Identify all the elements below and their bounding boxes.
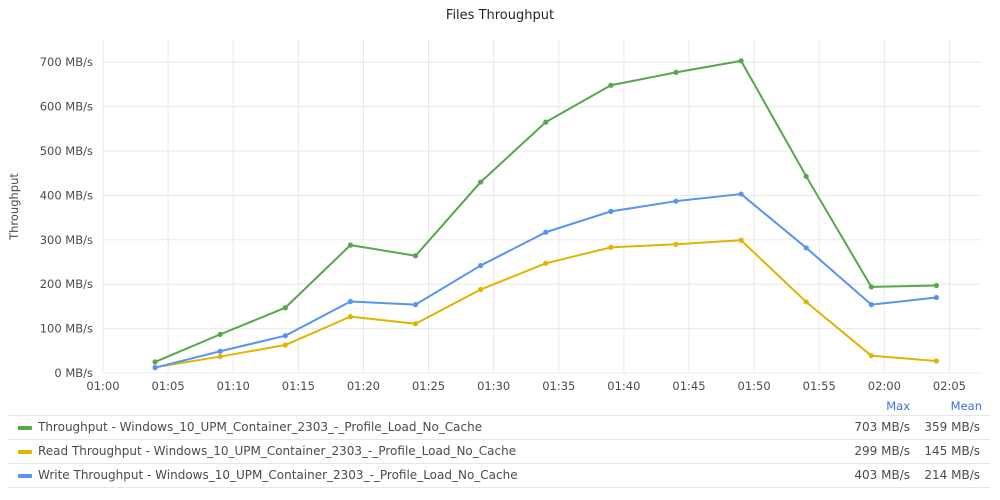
data-point[interactable] xyxy=(412,253,419,259)
y-axis-label: Throughput xyxy=(7,173,21,241)
data-point[interactable] xyxy=(608,244,614,250)
data-point[interactable] xyxy=(282,333,288,339)
legend-series-mean: 145 MB/s xyxy=(924,444,980,458)
data-point[interactable] xyxy=(803,299,809,305)
data-point[interactable] xyxy=(282,342,288,348)
legend-max-header[interactable]: Max xyxy=(886,399,910,413)
legend-series-name[interactable]: Throughput - Windows_10_UPM_Container_23… xyxy=(38,420,483,434)
legend-swatch xyxy=(18,474,32,478)
x-tick-label: 01:50 xyxy=(738,379,771,393)
data-point[interactable] xyxy=(803,173,809,179)
grid-lines xyxy=(102,40,982,374)
data-point[interactable] xyxy=(347,314,354,320)
x-tick-label: 01:00 xyxy=(86,379,119,393)
data-point[interactable] xyxy=(738,58,744,64)
data-point[interactable] xyxy=(543,260,549,266)
legend-series-mean: 214 MB/s xyxy=(924,468,980,482)
legend-table: Max Mean Throughput - Windows_10_UPM_Con… xyxy=(8,395,990,488)
data-point[interactable] xyxy=(608,208,614,214)
data-point[interactable] xyxy=(868,302,874,308)
data-point[interactable] xyxy=(478,286,484,293)
y-axis: 0 MB/s 100 MB/s 200 MB/s 300 MB/s 400 MB/s 50… xyxy=(40,55,93,380)
legend-series-name[interactable]: Read Throughput - Windows_10_UPM_Contain… xyxy=(38,444,517,458)
data-point[interactable] xyxy=(412,302,419,308)
y-tick-label: 100 MB/s xyxy=(40,322,93,336)
data-point[interactable] xyxy=(543,229,549,235)
data-point[interactable] xyxy=(478,262,484,269)
x-tick-label: 01:05 xyxy=(152,379,185,393)
legend-series-max: 703 MB/s xyxy=(854,420,910,434)
legend-series-mean: 359 MB/s xyxy=(924,420,980,434)
chart-plot[interactable]: 0 MB/s 100 MB/s 200 MB/s 300 MB/s 400 MB/s 50… xyxy=(0,0,1000,395)
data-point[interactable] xyxy=(282,305,288,311)
y-tick-label: 700 MB/s xyxy=(40,55,93,69)
data-point[interactable] xyxy=(412,321,419,327)
data-point[interactable] xyxy=(803,245,809,251)
data-point[interactable] xyxy=(347,242,354,248)
x-tick-label: 02:05 xyxy=(933,379,966,393)
legend-row-throughput[interactable]: Throughput - Windows_10_UPM_Container_23… xyxy=(8,415,990,439)
y-tick-label: 600 MB/s xyxy=(40,100,93,114)
legend-row-write-throughput[interactable]: Write Throughput - Windows_10_UPM_Contai… xyxy=(8,463,990,488)
legend-series-max: 403 MB/s xyxy=(854,468,910,482)
x-tick-label: 01:40 xyxy=(607,379,640,393)
x-tick-label: 01:35 xyxy=(542,379,575,393)
data-point[interactable] xyxy=(217,348,223,354)
data-point[interactable] xyxy=(933,282,940,289)
legend-swatch xyxy=(18,450,32,454)
data-point[interactable] xyxy=(738,237,744,243)
data-point[interactable] xyxy=(673,198,679,204)
data-point[interactable] xyxy=(217,353,223,360)
x-tick-label: 01:25 xyxy=(412,379,445,393)
y-tick-label: 400 MB/s xyxy=(40,188,93,202)
legend-row-read-throughput[interactable]: Read Throughput - Windows_10_UPM_Contain… xyxy=(8,439,990,463)
x-tick-label: 01:15 xyxy=(282,379,315,393)
data-point[interactable] xyxy=(217,331,223,337)
data-point[interactable] xyxy=(608,82,614,88)
data-point[interactable] xyxy=(152,359,158,365)
x-tick-label: 02:00 xyxy=(868,379,901,393)
data-point[interactable] xyxy=(933,294,940,301)
x-tick-label: 01:30 xyxy=(477,379,510,393)
data-point[interactable] xyxy=(738,191,744,197)
x-tick-label: 01:20 xyxy=(347,379,380,393)
data-point[interactable] xyxy=(673,241,679,247)
x-tick-label: 01:45 xyxy=(672,379,705,393)
chart-title: Files Throughput xyxy=(445,8,555,23)
x-tick-label: 01:10 xyxy=(217,379,250,393)
data-point[interactable] xyxy=(933,358,940,364)
data-point[interactable] xyxy=(543,119,549,125)
series-lines xyxy=(152,58,940,371)
y-tick-label: 500 MB/s xyxy=(40,144,93,158)
data-point[interactable] xyxy=(868,284,874,290)
x-axis: 01:00 01:05 01:10 01:15 01:20 01:25 01:30 01:35… xyxy=(86,379,966,393)
y-tick-label: 200 MB/s xyxy=(40,277,93,291)
y-tick-label: 300 MB/s xyxy=(40,233,93,247)
legend-series-name[interactable]: Write Throughput - Windows_10_UPM_Contai… xyxy=(38,468,518,482)
data-point[interactable] xyxy=(478,179,484,185)
y-tick-label: 0 MB/s xyxy=(54,366,93,380)
legend-mean-header[interactable]: Mean xyxy=(950,399,982,413)
data-point[interactable] xyxy=(347,298,354,305)
legend-header: Max Mean xyxy=(8,395,990,415)
legend-swatch xyxy=(18,426,32,430)
data-point[interactable] xyxy=(152,365,158,371)
x-tick-label: 01:55 xyxy=(803,379,836,393)
legend-series-max: 299 MB/s xyxy=(854,444,910,458)
data-point[interactable] xyxy=(673,69,679,76)
data-point[interactable] xyxy=(868,353,874,359)
